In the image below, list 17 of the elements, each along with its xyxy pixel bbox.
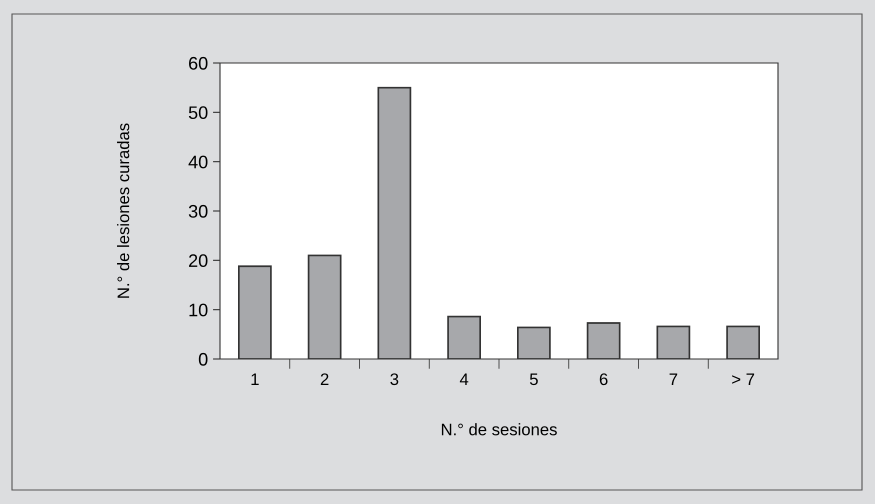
y-tick-label: 60 (189, 56, 208, 70)
x-axis-title: N.° de sesiones (442, 423, 557, 436)
x-tick-label: 7 (670, 374, 678, 385)
x-tick-label: 1 (252, 374, 259, 385)
x-tick-label: 6 (600, 373, 608, 386)
y-tick-label: 20 (189, 254, 208, 268)
y-tick-label: 50 (188, 106, 208, 120)
x-tick-label: 4 (460, 374, 468, 385)
y-tick-label: 40 (188, 156, 208, 168)
x-tick-label: 5 (530, 374, 538, 386)
y-axis-title: N.° de lesiones curadas (117, 123, 130, 298)
y-tick-label: 0 (198, 352, 208, 366)
y-tick-label: 30 (188, 204, 208, 218)
x-tick-label: > 7 (732, 374, 754, 385)
y-tick-label: 10 (189, 304, 208, 316)
x-tick-label: 2 (320, 373, 328, 385)
x-tick-label: 3 (390, 373, 398, 386)
